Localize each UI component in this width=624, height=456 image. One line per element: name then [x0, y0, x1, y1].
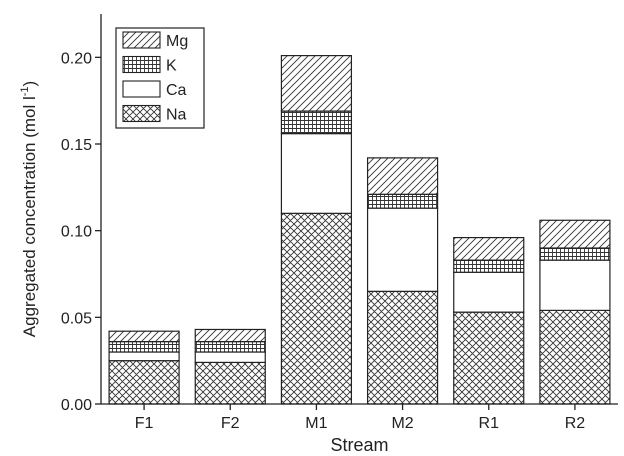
- x-axis-label: Stream: [330, 435, 388, 455]
- bar-segment-ca-r1: [453, 271, 525, 313]
- x-tick-label: M2: [391, 415, 413, 432]
- legend-swatch-ca: [122, 80, 161, 98]
- y-axis-label-superscript: -1: [19, 86, 31, 96]
- y-axis-label-end: ): [20, 81, 39, 87]
- bar-segment-na-m1: [280, 212, 353, 405]
- y-ticks: 0.00 0.05 0.10 0.15 0.20: [61, 50, 101, 414]
- bar-segment-na-f1: [108, 360, 180, 405]
- bar-segment-k-r2: [539, 247, 611, 261]
- x-tick-label: M1: [305, 415, 327, 432]
- bar-segment-na-m2: [366, 290, 439, 405]
- axes: 0.00 0.05 0.10 0.15 0.20 F1 F2 M1 M2 R1 R2: [61, 14, 618, 432]
- y-tick-label: 0.10: [61, 224, 92, 241]
- y-axis-label: Aggregated concentration (mol l-1): [19, 81, 39, 337]
- bar-segment-mg-m2: [366, 157, 439, 195]
- bar-segment-ca-m1: [280, 133, 353, 214]
- legend-swatch-k: [122, 55, 161, 74]
- bar-segment-mg-m1: [280, 54, 353, 112]
- x-ticks: F1 F2 M1 M2 R1 R2: [135, 404, 585, 432]
- bar-segment-k-f1: [108, 341, 180, 353]
- x-tick-label: F1: [135, 415, 154, 432]
- bars-group: [108, 54, 611, 405]
- bar-segment-k-f2: [194, 341, 266, 353]
- bar-segment-k-m2: [366, 193, 439, 209]
- bar-segment-ca-m2: [366, 207, 439, 292]
- y-tick-label: 0.20: [61, 50, 92, 67]
- bar-segment-na-r2: [539, 309, 611, 405]
- bar-segment-k-m1: [280, 110, 353, 135]
- legend-label-k: K: [166, 58, 177, 75]
- y-axis-label-text: Aggregated concentration (mol l: [20, 96, 39, 337]
- bar-segment-mg-f1: [108, 330, 180, 343]
- x-tick-label: R1: [479, 415, 500, 432]
- bar-segment-na-f2: [194, 361, 266, 405]
- bar-segment-mg-r1: [453, 237, 525, 261]
- legend: Mg K Ca Na: [115, 27, 205, 129]
- y-tick-label: 0.00: [61, 397, 92, 414]
- bar-segment-k-r1: [453, 259, 525, 273]
- x-tick-label: F2: [221, 415, 240, 432]
- legend-label-mg: Mg: [166, 33, 188, 50]
- bar-segment-na-r1: [453, 311, 525, 405]
- bar-segment-ca-f2: [194, 351, 266, 363]
- y-tick-label: 0.15: [61, 137, 92, 154]
- bar-segment-ca-r2: [539, 259, 611, 311]
- legend-label-na: Na: [166, 107, 187, 124]
- legend-swatch-na: [122, 104, 161, 123]
- legend-swatch-mg: [122, 31, 161, 49]
- bar-segment-ca-f1: [108, 351, 180, 362]
- bar-segment-mg-f2: [194, 328, 266, 343]
- bar-segment-mg-r2: [539, 219, 611, 249]
- x-tick-label: R2: [565, 415, 586, 432]
- legend-label-ca: Ca: [166, 82, 187, 99]
- y-tick-label: 0.05: [61, 310, 92, 327]
